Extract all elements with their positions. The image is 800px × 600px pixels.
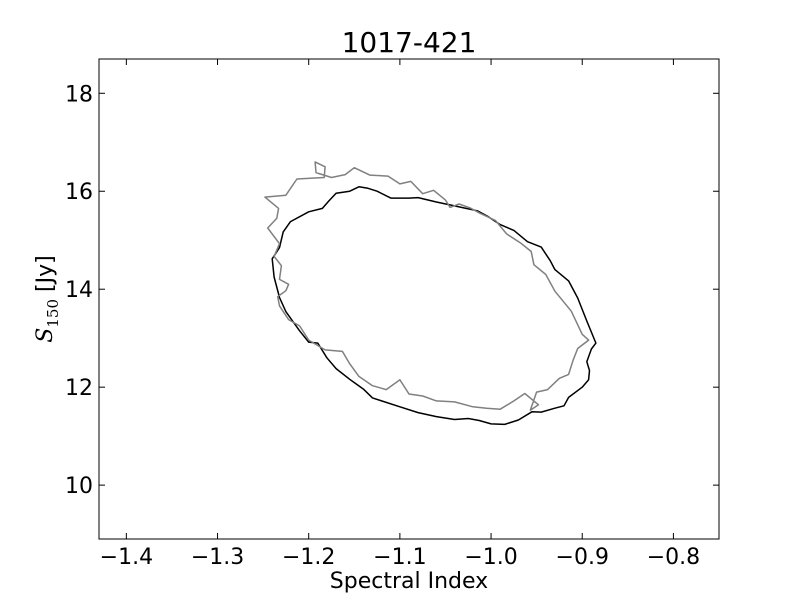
- x-tick-label: −1.0: [464, 545, 517, 570]
- x-tick-label: −1.2: [282, 545, 335, 570]
- y-axis-label-subscript: 150: [44, 299, 62, 328]
- x-tick-label: −1.1: [373, 545, 426, 570]
- x-tick-label: −1.3: [191, 545, 244, 570]
- x-tick-label: −0.8: [647, 545, 700, 570]
- x-tick-label: −1.4: [100, 545, 153, 570]
- contour-1: [264, 161, 590, 411]
- plot-area: [264, 161, 597, 426]
- chart-title: 1017-421: [342, 26, 477, 59]
- y-axis-label: S150 [Jy]: [33, 255, 62, 342]
- contour-0: [271, 186, 597, 426]
- y-tick-label: 18: [65, 82, 93, 107]
- y-axis-label-symbol: S: [33, 328, 58, 343]
- y-axis-label-unit: [Jy]: [33, 255, 58, 299]
- plot-frame: [98, 58, 720, 540]
- y-tick-label: 16: [65, 180, 93, 205]
- x-axis-ticks: −1.4 −1.3 −1.2 −1.1 −1.0 −0.9 −0.8: [100, 59, 700, 570]
- x-tick-label: −0.9: [556, 545, 609, 570]
- y-axis-ticks: 10 12 14 16 18: [65, 82, 719, 499]
- y-tick-label: 14: [65, 278, 93, 303]
- y-tick-label: 12: [65, 376, 93, 401]
- x-axis-label: Spectral Index: [330, 569, 488, 594]
- y-tick-label: 10: [65, 474, 93, 499]
